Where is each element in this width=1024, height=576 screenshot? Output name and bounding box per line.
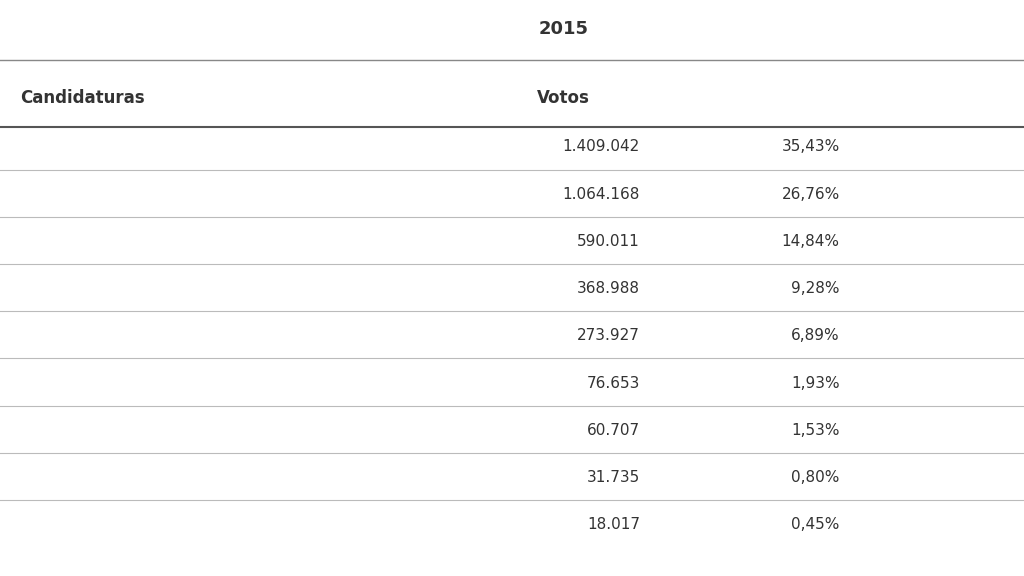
Text: 9,28%: 9,28% <box>792 281 840 296</box>
Text: 2015: 2015 <box>539 20 588 38</box>
Text: 60.707: 60.707 <box>587 423 640 438</box>
Text: 31.735: 31.735 <box>587 470 640 485</box>
Text: Votos: Votos <box>537 89 590 107</box>
Text: 1.064.168: 1.064.168 <box>562 187 640 202</box>
Text: 368.988: 368.988 <box>577 281 640 296</box>
Text: 14,84%: 14,84% <box>781 234 840 249</box>
Text: 26,76%: 26,76% <box>781 187 840 202</box>
Text: 1.409.042: 1.409.042 <box>563 139 640 154</box>
Text: Candidaturas: Candidaturas <box>20 89 145 107</box>
Text: 76.653: 76.653 <box>587 376 640 391</box>
Text: 273.927: 273.927 <box>578 328 640 343</box>
Text: 0,80%: 0,80% <box>792 470 840 485</box>
Text: 35,43%: 35,43% <box>781 139 840 154</box>
Text: 6,89%: 6,89% <box>792 328 840 343</box>
Text: 18.017: 18.017 <box>587 517 640 532</box>
Text: 1,53%: 1,53% <box>792 423 840 438</box>
Text: 590.011: 590.011 <box>578 234 640 249</box>
Text: 0,45%: 0,45% <box>792 517 840 532</box>
Text: 1,93%: 1,93% <box>792 376 840 391</box>
